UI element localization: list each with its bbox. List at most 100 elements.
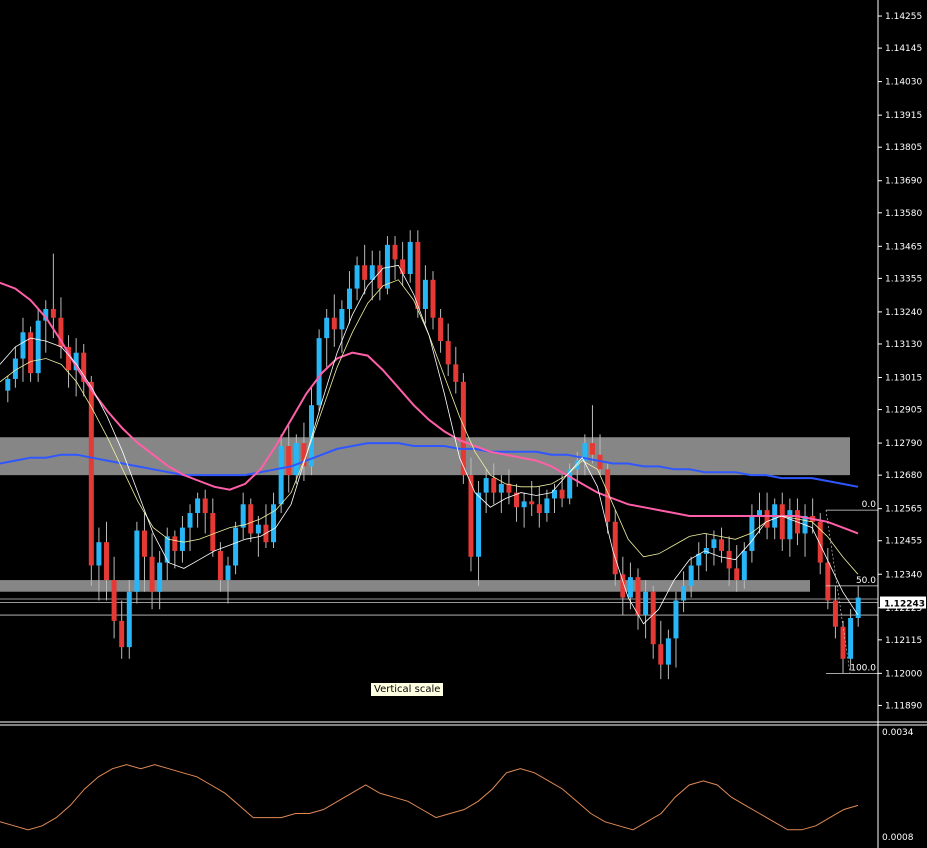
candle-body (392, 244, 398, 260)
candle-body (756, 510, 762, 516)
price-axis-label: 1.12225 (885, 604, 922, 614)
candle-body (468, 475, 474, 557)
candle-body (339, 308, 345, 330)
candle-body (734, 568, 740, 581)
candle-body (164, 536, 170, 563)
oscillator-min-label: 0.0008 (882, 833, 914, 843)
sr-zone (0, 580, 810, 592)
candle-body (271, 504, 277, 543)
candle-body (551, 489, 557, 499)
candle-body (12, 358, 18, 379)
candle-body (157, 562, 163, 592)
price-axis-label: 1.14145 (885, 44, 922, 54)
candle-body (149, 556, 155, 592)
candle-body (498, 483, 504, 493)
price-axis-label: 1.13015 (885, 373, 922, 383)
candle-body (825, 562, 831, 601)
candle-body (779, 504, 785, 540)
candle-body (354, 265, 360, 289)
candle-body (460, 381, 466, 476)
candle-body (384, 244, 390, 289)
candle-body (119, 620, 125, 648)
candle-body (278, 445, 284, 505)
price-axis-label: 1.12680 (885, 471, 922, 481)
candle-body (559, 489, 565, 499)
candle-body (635, 577, 641, 616)
price-axis-label: 1.13130 (885, 340, 922, 350)
candle-body (483, 478, 489, 493)
fib-level-label: 0.0 (862, 500, 877, 510)
candle-body (688, 565, 694, 586)
candle-body (840, 626, 846, 659)
candle-body (377, 265, 383, 289)
candle-body (20, 332, 26, 359)
candle-body (650, 591, 656, 645)
candle-body (567, 469, 573, 499)
candle-body (665, 638, 671, 665)
candle-body (726, 550, 732, 569)
candle-body (73, 352, 79, 371)
candle-body (217, 550, 223, 581)
candle-body (832, 600, 838, 627)
candle-body (369, 265, 375, 280)
candle-body (719, 539, 725, 551)
candle-body (787, 510, 793, 540)
candle-body (225, 565, 231, 581)
candle-body (81, 352, 87, 382)
candle-body (817, 521, 823, 563)
candle-body (681, 585, 687, 601)
candle-body (749, 515, 755, 551)
candle-body (362, 265, 368, 280)
price-axis-label: 1.13690 (885, 177, 922, 187)
candle-body (346, 288, 352, 309)
candle-body (126, 591, 132, 648)
candle-body (589, 443, 595, 455)
fib-level-label: 100.0 (850, 663, 876, 673)
candle-body (134, 530, 140, 592)
price-axis-label: 1.13805 (885, 143, 922, 153)
candle-body (293, 443, 299, 476)
candle-body (104, 542, 110, 581)
candle-body (848, 617, 854, 659)
candle-body (187, 513, 193, 528)
candle-body (309, 405, 315, 467)
candle-body (438, 317, 444, 342)
candle-body (741, 550, 747, 581)
candle-body (506, 483, 512, 493)
candle-body (536, 504, 542, 514)
candle-body (111, 580, 117, 621)
candle-body (453, 364, 459, 382)
candle-body (248, 504, 254, 534)
oscillator-line (0, 764, 859, 831)
candle-body (627, 577, 633, 598)
price-axis-label: 1.11890 (885, 701, 922, 711)
candle-body (179, 527, 185, 551)
candle-body (255, 524, 261, 534)
ma-slow-line (0, 281, 859, 535)
price-axis-label: 1.12565 (885, 505, 922, 515)
candle-body (430, 279, 436, 318)
candle-body (703, 548, 709, 554)
price-axis-label: 1.13355 (885, 274, 922, 284)
ma-long-line (0, 442, 859, 488)
candle-body (529, 501, 535, 505)
ma-fast-line (0, 264, 859, 625)
candle-body (43, 308, 49, 321)
candle-body (58, 317, 64, 347)
candle-body (172, 536, 178, 551)
price-axis-label: 1.12000 (885, 669, 922, 679)
candle-body (5, 378, 11, 391)
candle-body (331, 317, 337, 330)
candle-body (612, 521, 618, 575)
candle-body (658, 644, 664, 665)
candle-body (66, 346, 72, 371)
price-axis-label: 1.12340 (885, 570, 922, 580)
candle-body (696, 553, 702, 566)
candle-body (286, 445, 292, 476)
candle-body (240, 504, 246, 528)
candle-body (491, 478, 497, 493)
vertical-scale-tooltip: Vertical scale (370, 682, 445, 697)
price-axis-label: 1.13580 (885, 209, 922, 219)
